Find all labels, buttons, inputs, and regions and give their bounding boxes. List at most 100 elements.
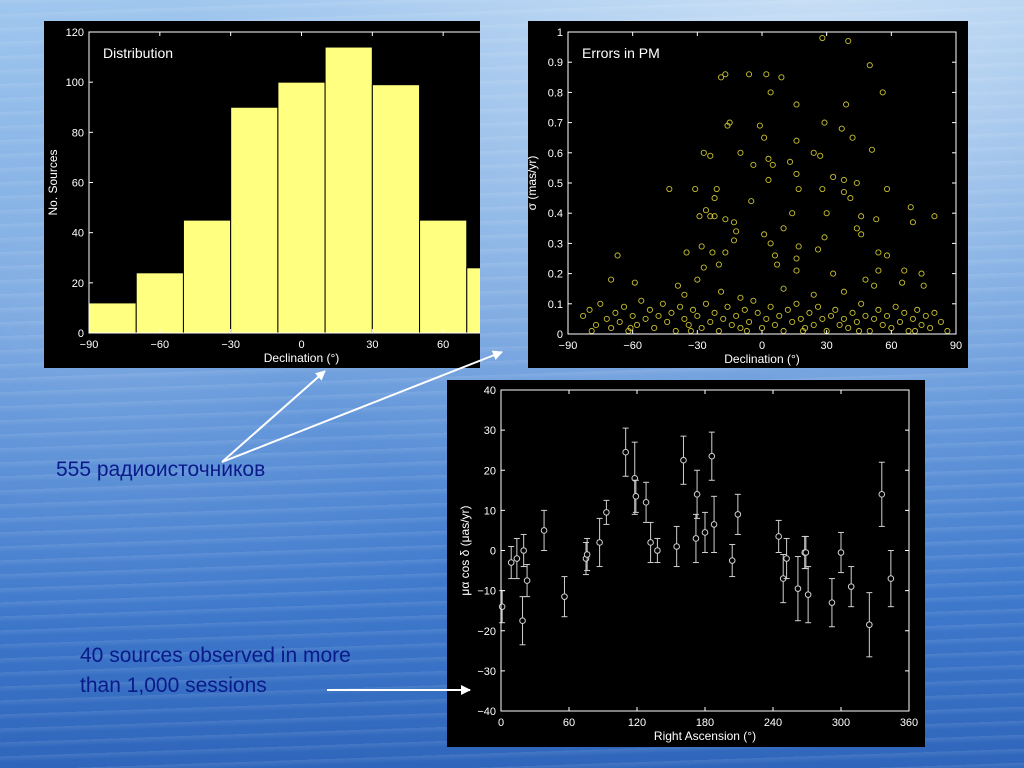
error-point <box>914 306 921 313</box>
error-point <box>907 204 914 211</box>
error-point <box>819 315 826 322</box>
caption-40-sources: 40 sources observed in more than 1,000 s… <box>80 641 351 701</box>
y-tick-label: 0.3 <box>548 238 563 250</box>
error-point <box>875 306 882 313</box>
error-point <box>793 267 800 274</box>
error-point <box>858 231 865 238</box>
x-tick-label: −90 <box>80 339 99 351</box>
histogram-bar <box>135 272 184 334</box>
pm-point <box>680 456 687 464</box>
error-point <box>730 237 738 244</box>
error-point <box>700 149 707 156</box>
error-point <box>722 71 729 78</box>
error-point <box>866 327 873 335</box>
error-point <box>879 321 886 328</box>
x-tick-label: 30 <box>366 339 378 351</box>
error-point <box>793 101 800 108</box>
x-tick-label: 300 <box>832 717 850 729</box>
y-tick-label: 60 <box>72 178 84 190</box>
x-tick-label: −30 <box>221 339 240 351</box>
error-point <box>603 315 610 322</box>
histogram-bar <box>466 267 480 334</box>
error-point <box>789 210 796 217</box>
error-point <box>780 285 787 292</box>
x-tick-label: 180 <box>696 717 714 729</box>
error-point <box>780 327 787 335</box>
y-axis-label: No. Sources <box>46 149 60 215</box>
error-point <box>614 252 621 259</box>
error-point <box>786 158 794 165</box>
x-tick-label: 360 <box>900 717 918 729</box>
x-tick-label: 60 <box>563 717 575 729</box>
error-point <box>909 315 916 322</box>
y-tick-label: 0.4 <box>548 208 563 220</box>
x-tick-label: −30 <box>688 340 707 352</box>
error-point <box>592 321 600 328</box>
error-point <box>715 261 722 268</box>
pm-point <box>775 533 782 540</box>
y-tick-label: 0.6 <box>548 148 563 160</box>
caption-40-line1: 40 sources observed in more <box>80 644 351 667</box>
error-point <box>608 276 615 283</box>
pm-point <box>701 529 709 536</box>
chart-title: Errors in PM <box>582 45 660 61</box>
error-point <box>668 309 675 316</box>
proper-motion-errorbar-plot: 0 60 120 180 240 300 360 −40 −30 −20 −10 0 10 20 30 40 R… <box>458 385 918 743</box>
error-point <box>713 185 720 193</box>
error-point <box>651 324 658 332</box>
error-point <box>631 279 638 286</box>
proper-motion-panel: 0 60 120 180 240 300 360 −40 −30 −20 −10 0 10 20 30 40 R… <box>447 380 925 747</box>
error-point <box>853 225 860 232</box>
error-point <box>819 34 826 42</box>
error-point <box>774 261 781 268</box>
error-point <box>674 282 681 289</box>
error-point <box>761 231 768 238</box>
error-point <box>918 270 925 277</box>
error-point <box>737 294 744 301</box>
y-tick-label: −20 <box>477 626 496 638</box>
error-point <box>702 207 710 214</box>
error-point <box>702 300 710 307</box>
error-point <box>780 225 787 232</box>
pm-point <box>734 511 742 518</box>
pm-point <box>523 577 531 584</box>
y-tick-label: 0.8 <box>548 87 563 99</box>
pm-point <box>887 575 895 582</box>
pm-point <box>802 549 810 556</box>
y-tick-label: 40 <box>72 228 84 240</box>
error-point <box>810 149 817 156</box>
error-point <box>720 315 727 322</box>
pm-point <box>642 499 650 506</box>
error-point <box>784 306 791 313</box>
error-point <box>737 149 744 156</box>
error-point <box>778 74 785 81</box>
x-tick-label: 60 <box>437 339 449 351</box>
error-point <box>840 189 847 196</box>
error-point <box>814 246 822 253</box>
error-point <box>629 312 636 319</box>
error-point <box>696 213 703 220</box>
pm-point <box>631 474 639 482</box>
error-point <box>817 152 824 159</box>
error-point <box>823 210 830 217</box>
error-point <box>849 134 856 141</box>
error-point <box>793 170 800 177</box>
pm-point <box>647 539 654 546</box>
y-axis-label: σ (mas/yr) <box>528 156 539 211</box>
y-tick-label: 20 <box>484 465 496 477</box>
y-tick-label: 80 <box>72 127 84 139</box>
pm-point <box>728 557 736 564</box>
y-axis-label: μα cos δ (μas/yr) <box>458 505 472 595</box>
pm-point <box>498 603 506 610</box>
y-tick-label: 0.9 <box>548 57 563 69</box>
error-point <box>633 321 641 328</box>
error-point <box>814 303 822 310</box>
errors-panel: −90 −60 −30 0 30 60 90 0 0.1 0.2 0.3 0.4 0.5 0.6 0.7 0.… <box>528 21 968 368</box>
error-point <box>827 312 835 319</box>
y-tick-label: 30 <box>484 425 496 437</box>
histogram-bar <box>88 302 137 334</box>
y-tick-label: 0.7 <box>548 118 563 130</box>
x-tick-label: 30 <box>821 340 833 352</box>
error-point <box>873 216 880 223</box>
error-point <box>879 89 886 96</box>
